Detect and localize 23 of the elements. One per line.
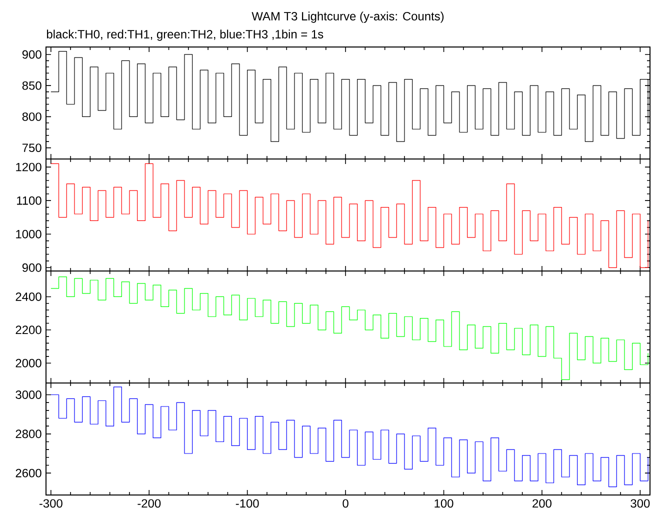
- y-tick-label: 750: [22, 144, 42, 152]
- y-tick-label: 1200: [16, 162, 42, 172]
- chart-title: WAM T3 Lightcurve (y-axis: Counts): [252, 12, 444, 23]
- x-tick-label: 200: [532, 499, 552, 508]
- y-tick-label: 1100: [17, 196, 42, 205]
- y-tick-label: 2000: [16, 358, 42, 368]
- y-tick-label: 900: [22, 50, 42, 59]
- chart-subtitle: black:TH0, red:TH1, green:TH2, blue:TH3 ,1bin = 1s: [46, 30, 324, 41]
- x-tick-label: -300: [39, 499, 62, 508]
- y-tick-label: 2200: [16, 326, 42, 334]
- y-tick-label: 2400: [16, 292, 42, 301]
- y-tick-label: 900: [22, 263, 42, 272]
- x-tick-label: -100: [236, 499, 259, 508]
- y-tick-label: 2800: [16, 430, 42, 438]
- y-tick-label: 800: [22, 112, 42, 121]
- y-tick-label: 3000: [16, 390, 42, 399]
- x-tick-label: 0: [342, 499, 348, 508]
- x-tick-label: -200: [138, 499, 161, 508]
- y-tick-label: 1000: [16, 230, 42, 238]
- y-tick-label: 2600: [16, 468, 42, 478]
- y-tick-label: 850: [22, 81, 42, 90]
- x-tick-label: 300: [630, 499, 650, 508]
- x-tick-label: 100: [434, 499, 454, 508]
